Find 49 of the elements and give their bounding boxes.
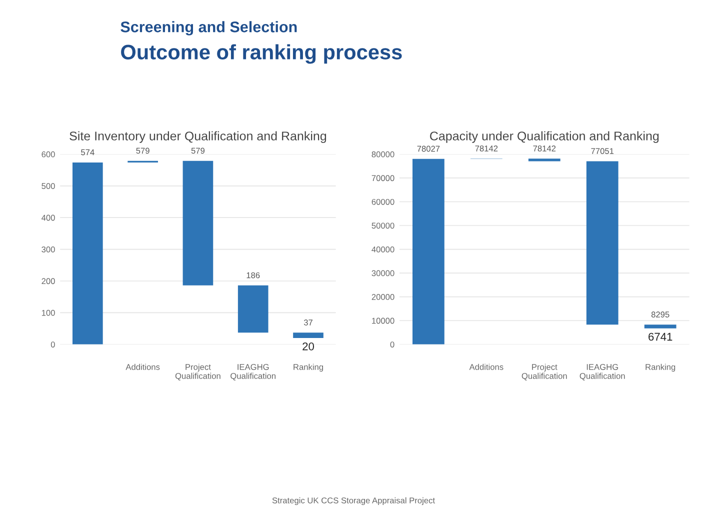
y-tick-label: 0 [390,342,394,348]
data-label: 77051 [591,148,614,154]
x-tick-label: Ranking [294,364,324,372]
bar [72,162,103,344]
x-tick-label: Ranking [646,364,676,372]
y-tick-label: 200 [42,278,55,284]
y-tick-label: 30000 [372,270,394,276]
x-tick-label: Project Qualification [175,364,220,380]
x-tick-label: Project Qualification [522,364,567,380]
bar [586,161,618,325]
y-tick-label: 300 [42,246,55,252]
bar [293,332,324,338]
data-label: 78027 [417,146,440,152]
text: Outcome of ranking process [121,44,402,64]
data-label: 8295 [651,312,670,318]
chart-title: Capacity under Qualification and Ranking [430,131,659,143]
data-label: 579 [191,148,205,154]
y-tick-label: 40000 [372,246,394,252]
bar [182,160,214,286]
x-tick-label: IEAGHG Qualification [230,364,276,380]
bar [528,158,560,162]
y-tick-label: 80000 [372,151,394,158]
x-tick-label: Additions [469,364,504,370]
y-tick-label: 500 [42,183,55,189]
y-tick-label: 0 [50,342,55,348]
y-tick-label: 70000 [372,175,394,182]
text: Screening and Selection [120,21,297,36]
y-tick-label: 50000 [372,222,394,229]
bar [238,285,268,333]
data-label: 78142 [475,146,498,152]
y-tick-label: 20000 [372,294,394,300]
y-tick-label: 400 [42,214,55,221]
bar [412,158,444,344]
chart-title: Site Inventory under Qualification and Ranking [70,131,326,143]
annotation: 6741 [648,332,672,341]
x-tick-label: Additions [126,364,160,370]
y-tick-label: 600 [42,151,55,158]
y-tick-label: 100 [42,310,55,316]
data-label: 37 [304,320,312,326]
annotation: 20 [302,342,314,350]
data-label: 78142 [533,146,556,152]
bar [644,324,676,328]
y-tick-label: 60000 [372,198,394,205]
data-label: 186 [246,272,260,278]
text: Strategic UK CCS Storage Appraisal Project [272,497,435,506]
data-label: 579 [136,148,150,154]
data-label: 574 [81,149,94,156]
y-tick-label: 10000 [372,318,394,324]
x-tick-label: IEAGHG Qualification [580,364,625,380]
